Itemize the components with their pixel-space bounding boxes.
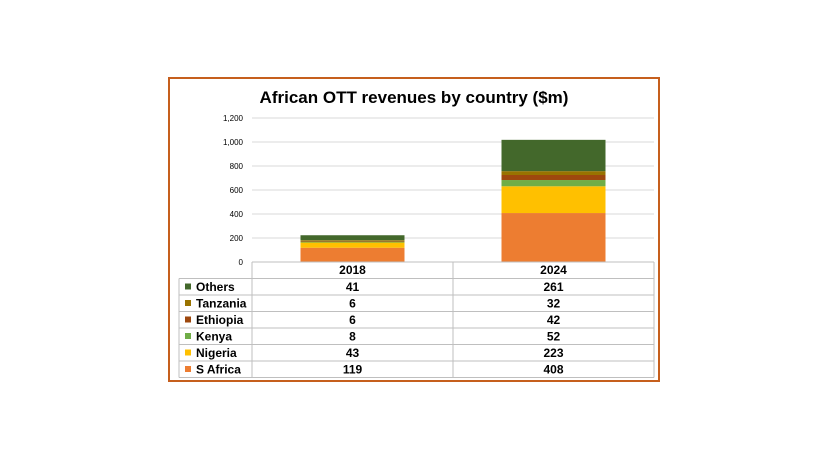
data-label: 223 [543, 346, 563, 360]
data-label: 32 [547, 297, 561, 311]
bar-segment-ethiopia-2024 [501, 175, 606, 181]
x-category-label: 2024 [540, 263, 567, 277]
y-tick-label: 200 [230, 234, 244, 243]
bar-segment-kenya-2024 [501, 180, 606, 187]
bar-segment-nigeria-2018 [300, 242, 405, 248]
legend-label: Others [196, 280, 235, 294]
y-tick-label: 800 [230, 162, 244, 171]
legend-label: Ethiopia [196, 313, 244, 327]
bar-segment-s-africa-2024 [501, 213, 606, 262]
bar-segment-kenya-2018 [300, 241, 405, 243]
data-label: 41 [346, 280, 360, 294]
legend-label: Tanzania [196, 297, 247, 311]
data-label: 43 [346, 346, 360, 360]
legend-label: Nigeria [196, 346, 237, 360]
data-label: 52 [547, 330, 561, 344]
bar-segment-nigeria-2024 [501, 186, 606, 214]
chart-svg: 0 200 400 600 800 1,000 1,200 2018 2024 Others 41… [178, 114, 655, 378]
bar-segment-s-africa-2018 [300, 247, 405, 262]
bar-segment-others-2024 [501, 139, 606, 172]
y-tick-label: 400 [230, 210, 244, 219]
y-axis-ticks: 0 200 400 600 800 1,000 1,200 [223, 114, 244, 267]
legend-key [185, 333, 191, 339]
legend-key [185, 300, 191, 306]
data-table: 2018 2024 Others 41 261 Tanzania 6 32 Ethiopia 6 4… [178, 261, 655, 378]
y-tick-label: 0 [239, 258, 244, 267]
legend-label: S Africa [196, 363, 241, 377]
legend-key [185, 316, 191, 323]
chart-frame: African OTT revenues by country ($m) 0 20… [168, 77, 660, 382]
data-label: 6 [349, 313, 356, 327]
bar-segment-tanzania-2024 [501, 171, 606, 175]
y-tick-label: 600 [230, 186, 244, 195]
bar-segment-ethiopia-2018 [300, 240, 405, 242]
bar-segment-others-2018 [300, 235, 405, 241]
legend-key [185, 283, 191, 290]
bars [300, 139, 606, 262]
chart-title: African OTT revenues by country ($m) [259, 88, 569, 107]
bar-segment-tanzania-2018 [300, 240, 405, 241]
y-tick-label: 1,000 [223, 138, 244, 147]
legend-key [185, 366, 191, 372]
data-label: 6 [349, 297, 356, 311]
data-label: 408 [543, 363, 563, 377]
y-tick-label: 1,200 [223, 114, 244, 123]
data-label: 42 [547, 313, 561, 327]
x-category-label: 2018 [339, 263, 366, 277]
data-label: 8 [349, 330, 356, 344]
data-label: 261 [543, 280, 563, 294]
data-label: 119 [343, 363, 363, 377]
legend-key [185, 349, 191, 356]
legend-label: Kenya [196, 330, 232, 344]
